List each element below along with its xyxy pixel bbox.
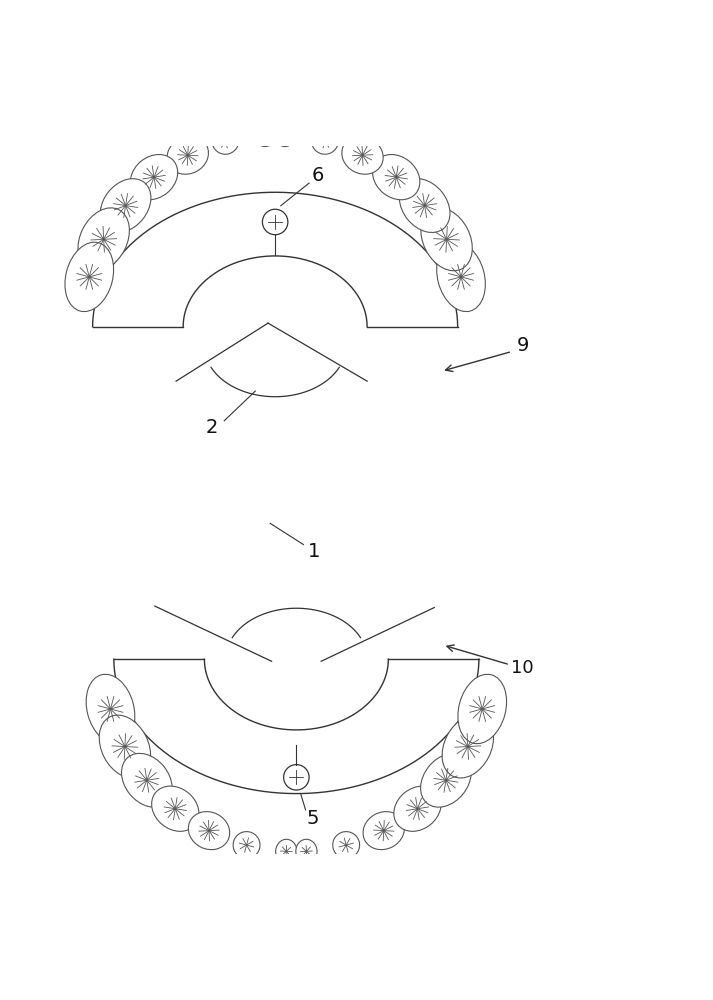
Ellipse shape xyxy=(342,136,383,174)
Ellipse shape xyxy=(312,127,339,154)
Ellipse shape xyxy=(363,812,404,850)
Ellipse shape xyxy=(255,122,276,147)
Ellipse shape xyxy=(333,832,359,858)
Text: 9: 9 xyxy=(516,336,529,355)
Ellipse shape xyxy=(399,179,450,232)
Text: 1: 1 xyxy=(308,542,320,561)
Text: 2: 2 xyxy=(205,418,217,437)
Ellipse shape xyxy=(373,155,420,200)
Ellipse shape xyxy=(458,674,506,744)
Ellipse shape xyxy=(212,127,239,154)
Text: 6: 6 xyxy=(312,166,324,185)
Ellipse shape xyxy=(296,839,317,863)
Ellipse shape xyxy=(394,786,441,831)
Circle shape xyxy=(262,209,288,235)
Ellipse shape xyxy=(65,242,113,312)
Ellipse shape xyxy=(275,122,296,147)
Ellipse shape xyxy=(101,179,151,232)
Ellipse shape xyxy=(421,208,472,271)
Ellipse shape xyxy=(421,753,471,807)
Text: 5: 5 xyxy=(307,809,319,828)
Ellipse shape xyxy=(99,715,150,778)
Ellipse shape xyxy=(152,786,199,831)
Ellipse shape xyxy=(188,812,230,850)
Ellipse shape xyxy=(130,155,178,200)
Text: 10: 10 xyxy=(511,659,534,677)
Ellipse shape xyxy=(276,839,297,863)
Ellipse shape xyxy=(233,832,260,858)
Ellipse shape xyxy=(121,753,172,807)
Ellipse shape xyxy=(436,242,486,312)
Ellipse shape xyxy=(78,208,129,271)
Ellipse shape xyxy=(86,674,135,744)
Ellipse shape xyxy=(442,715,493,778)
Ellipse shape xyxy=(167,136,208,174)
Circle shape xyxy=(284,765,309,790)
